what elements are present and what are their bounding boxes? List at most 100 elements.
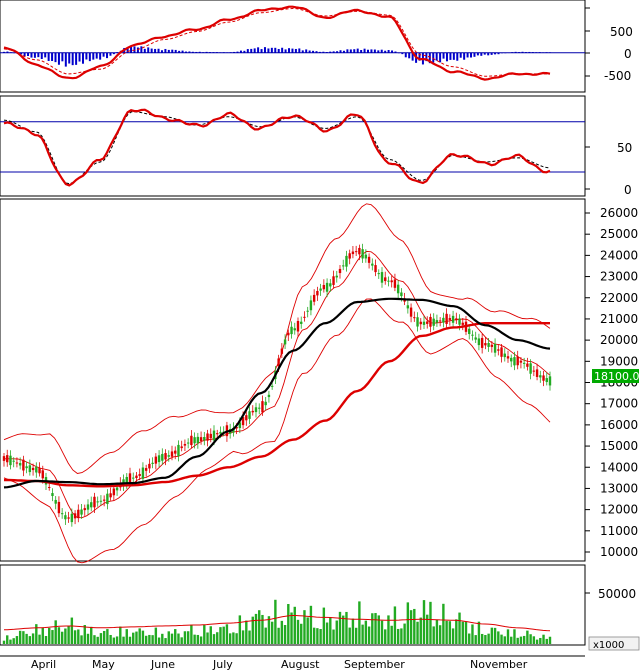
- time-axis: April May June July August September Nov…: [0, 655, 585, 671]
- volume-bar: [2, 640, 6, 644]
- candle-body: [312, 294, 316, 302]
- macd-histogram-bar: [367, 49, 369, 53]
- candle-body: [290, 326, 293, 335]
- volume-unit-label: x1000: [593, 640, 624, 651]
- macd-histogram-bar: [243, 50, 246, 53]
- volume-bar: [125, 629, 128, 644]
- macd-histogram-bar: [301, 50, 304, 53]
- macd-histogram-bar: [92, 52, 95, 60]
- macd-histogram-bar: [185, 51, 187, 53]
- candle-body: [261, 401, 264, 413]
- candle-body: [548, 376, 552, 386]
- macd-histogram-bar: [178, 50, 181, 53]
- candle-body: [539, 375, 542, 378]
- candle-body: [177, 444, 180, 457]
- macd-histogram-bar: [40, 52, 43, 60]
- candle-body: [245, 415, 248, 421]
- volume-bar: [245, 620, 248, 644]
- candle-body: [535, 369, 539, 377]
- macd-histogram-bar: [102, 52, 105, 57]
- candle-body: [361, 249, 364, 259]
- candle-body: [174, 450, 177, 454]
- price-tick-label: 10000: [600, 545, 638, 559]
- volume-bar: [432, 626, 435, 644]
- macd-histogram-bar: [408, 52, 411, 59]
- volume-bar: [409, 610, 413, 644]
- candle-body: [306, 310, 309, 312]
- macd-histogram-bar: [78, 52, 81, 62]
- volume-bar: [510, 636, 513, 644]
- volume-bar: [138, 628, 141, 644]
- macd-histogram-bar: [294, 48, 297, 53]
- candle-body: [338, 268, 342, 274]
- volume-bar: [468, 633, 471, 644]
- volume-bar: [151, 635, 154, 644]
- candle-body: [377, 273, 380, 275]
- volume-bar: [548, 636, 552, 644]
- volume-bar: [490, 627, 494, 644]
- candle-body: [484, 343, 487, 346]
- volume-bar: [264, 627, 267, 644]
- macd-histogram-bar: [181, 50, 184, 53]
- candle-body: [351, 251, 355, 255]
- macd-histogram-bar: [267, 48, 270, 53]
- volume-bar: [177, 633, 180, 644]
- macd-histogram-bar: [380, 49, 383, 53]
- macd-histogram-bar: [88, 52, 91, 62]
- candle-body: [300, 321, 303, 324]
- macd-histogram-bar: [61, 52, 64, 62]
- macd-histogram-bar: [257, 47, 260, 53]
- price-tick-label: 19000: [600, 354, 638, 368]
- volume-bar: [455, 619, 458, 644]
- candle-body: [254, 407, 258, 413]
- macd-histogram-bar: [281, 47, 284, 53]
- candle-body: [319, 288, 322, 291]
- volume-bar: [212, 634, 216, 644]
- price-tick-label: 21000: [600, 312, 638, 326]
- price-tick-label: 26000: [600, 206, 638, 220]
- candle-body: [35, 466, 38, 473]
- volume-bar: [542, 634, 545, 644]
- macd-histogram-bar: [449, 52, 452, 60]
- candle-body: [144, 468, 148, 471]
- candle-body: [468, 328, 471, 335]
- volume-bar: [216, 632, 219, 644]
- candle-body: [393, 279, 397, 288]
- volume-tick-label: 50000: [598, 587, 636, 601]
- candle-body: [390, 280, 393, 283]
- candle-body: [38, 467, 41, 474]
- volume-bar: [329, 617, 332, 644]
- candle-body: [18, 463, 22, 466]
- candle-body: [322, 284, 326, 290]
- macd-histogram-bar: [339, 50, 342, 53]
- macd-histogram-bar: [157, 48, 160, 53]
- volume-bar: [267, 616, 271, 644]
- volume-bar: [60, 631, 64, 644]
- candle-body: [60, 513, 64, 515]
- volume-bar: [35, 624, 38, 644]
- volume-bar: [522, 635, 526, 644]
- candle-body: [125, 476, 128, 484]
- candle-body: [51, 493, 54, 497]
- macd-histogram-bar: [239, 50, 242, 53]
- volume-bar: [519, 636, 523, 644]
- macd-y-axis: 500 0 -500: [585, 7, 633, 83]
- macd-histogram-bar: [308, 50, 311, 53]
- volume-bar: [196, 634, 200, 644]
- month-label: May: [92, 658, 115, 671]
- candle-body: [335, 275, 338, 278]
- candle-body: [258, 407, 261, 409]
- candle-body: [264, 401, 267, 406]
- last-price-tag: 18100.00: [592, 369, 640, 383]
- macd-histogram-bar: [71, 52, 74, 66]
- volume-bar: [526, 630, 529, 644]
- stochastic-panel-frame: [0, 95, 586, 197]
- macd-histogram-bar: [459, 52, 462, 58]
- candle-body: [309, 300, 313, 311]
- volume-bar: [174, 629, 177, 644]
- candle-body: [64, 515, 67, 520]
- volume-bar: [70, 617, 74, 644]
- volume-bar: [80, 635, 83, 644]
- macd-histogram-bar: [236, 51, 239, 53]
